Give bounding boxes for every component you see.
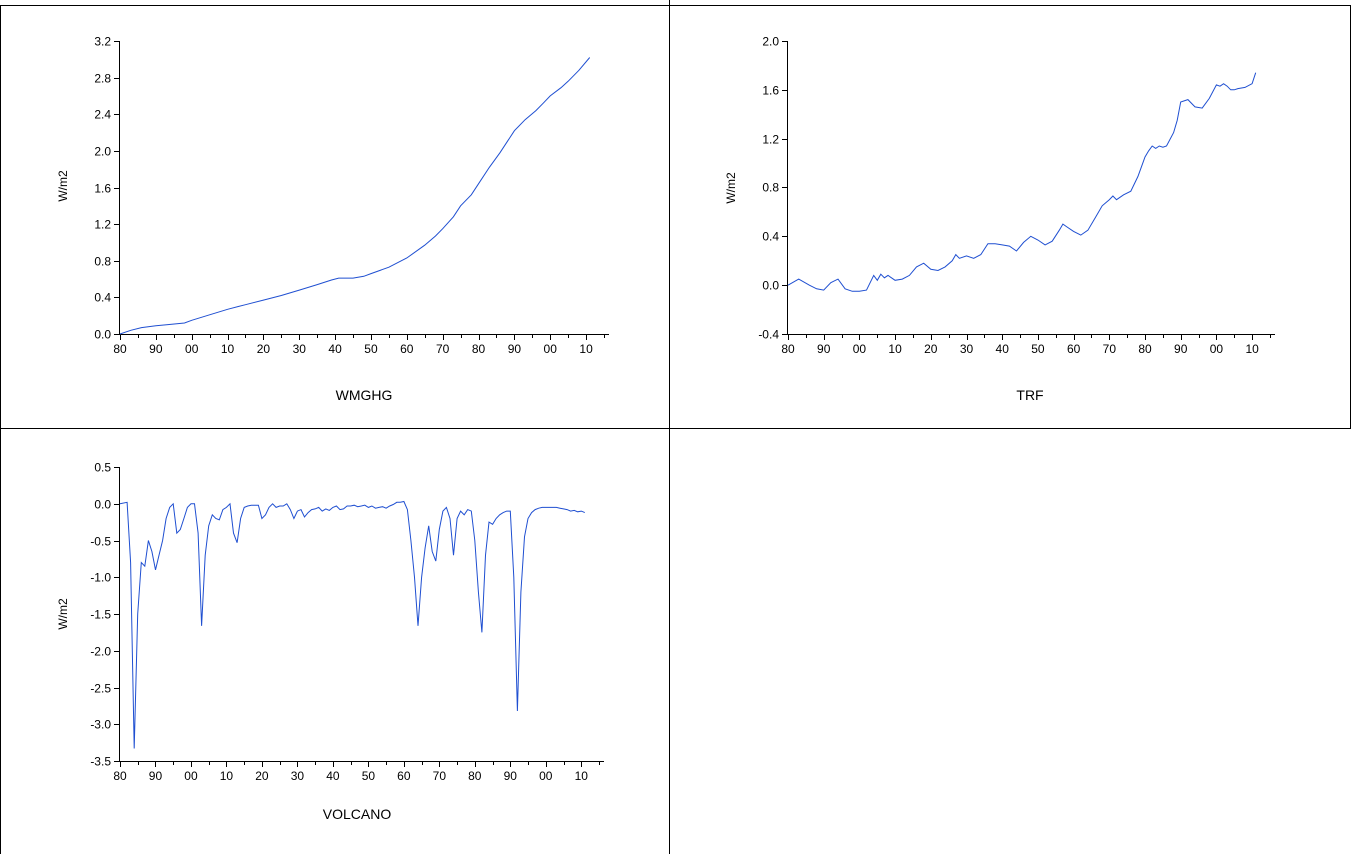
y-tick-label: 2.0 (94, 145, 111, 159)
x-tick-label: 70 (1103, 342, 1117, 356)
x-tick-label: 70 (436, 342, 450, 356)
x-tick-label: 10 (579, 342, 593, 356)
x-tick-label: 60 (400, 342, 414, 356)
x-tick-label: 40 (328, 342, 342, 356)
x-tick-label: 50 (364, 342, 378, 356)
x-tick-label: 10 (221, 342, 235, 356)
y-tick-label: -2.0 (90, 645, 111, 659)
y-tick-label: -1.0 (90, 571, 111, 585)
x-tick-label: 90 (149, 769, 163, 783)
series-line (119, 57, 591, 335)
x-axis: 80 90 00 10 20 30 40 50 60 70 80 90 00 10 (113, 334, 609, 356)
y-tick-label: 1.6 (762, 84, 779, 98)
chart-trf: -0.4 0.0 0.4 0.8 1.2 1.6 2.0 80 90 00 10 20 30 40 50 6… (724, 35, 1275, 403)
x-tick-label: 00 (539, 769, 553, 783)
x-tick-label: 30 (291, 769, 305, 783)
y-tick-label: 0.0 (94, 498, 111, 512)
y-tick-label: 0.5 (94, 461, 111, 475)
x-axis: 80 90 00 10 20 30 40 50 60 70 80 90 00 10 (113, 761, 604, 783)
x-tick-label: 40 (326, 769, 340, 783)
y-tick-label: 2.4 (94, 108, 111, 122)
y-axis: 0.0 0.4 0.8 1.2 1.6 2.0 2.4 2.8 3.2 (94, 35, 120, 342)
x-tick-label: 80 (468, 769, 482, 783)
x-tick-label: 90 (817, 342, 831, 356)
x-tick-label: 30 (960, 342, 974, 356)
x-tick-label: 30 (293, 342, 307, 356)
x-axis: 80 90 00 10 20 30 40 50 60 70 80 90 00 10 (781, 334, 1275, 356)
y-axis-label: W/m2 (56, 598, 70, 630)
x-tick-label: 20 (255, 769, 269, 783)
x-tick-label: 60 (397, 769, 411, 783)
x-tick-label: 10 (888, 342, 902, 356)
y-tick-label: -3.0 (90, 718, 111, 732)
x-tick-label: 00 (544, 342, 558, 356)
x-tick-label: 90 (504, 769, 518, 783)
x-tick-label: 80 (113, 342, 127, 356)
x-tick-label: 10 (1245, 342, 1259, 356)
x-tick-label: 80 (1138, 342, 1152, 356)
x-tick-label: 70 (433, 769, 447, 783)
x-tick-label: 80 (781, 342, 795, 356)
x-tick-label: 10 (575, 769, 589, 783)
y-tick-label: 0.8 (94, 255, 111, 269)
y-axis: 0.5 0.0 -0.5 -1.0 -1.5 -2.0 -2.5 -3.0 -3.5 (90, 461, 120, 769)
y-tick-label: 1.2 (94, 218, 111, 232)
y-tick-label: -0.5 (90, 535, 111, 549)
x-tick-label: 90 (149, 342, 163, 356)
chart-volcano: 0.5 0.0 -0.5 -1.0 -1.5 -2.0 -2.5 -3.0 -3.5 80 90 0… (56, 461, 604, 822)
x-tick-label: 80 (472, 342, 486, 356)
y-tick-label: -3.5 (90, 755, 111, 769)
x-tick-label: 00 (1210, 342, 1224, 356)
y-tick-label: 1.2 (762, 133, 779, 147)
y-tick-label: 3.2 (94, 35, 111, 49)
y-tick-label: 0.8 (762, 181, 779, 195)
x-tick-label: 10 (220, 769, 234, 783)
y-tick-label: 1.6 (94, 182, 111, 196)
x-tick-label: 80 (113, 769, 127, 783)
x-tick-label: 00 (184, 769, 198, 783)
y-tick-label: -0.4 (758, 328, 779, 342)
y-tick-label: 2.8 (94, 72, 111, 86)
chart-wmghg: 0.0 0.4 0.8 1.2 1.6 2.0 2.4 2.8 3.2 80 90 00 10 20 30… (56, 35, 609, 403)
series-line (119, 500, 585, 749)
x-axis-label: WMGHG (336, 387, 393, 403)
y-axis-label: W/m2 (724, 172, 738, 204)
y-tick-label: 0.0 (94, 328, 111, 342)
x-tick-label: 00 (853, 342, 867, 356)
x-tick-label: 60 (1067, 342, 1081, 356)
x-tick-label: 40 (996, 342, 1010, 356)
x-tick-label: 20 (257, 342, 271, 356)
y-axis-label: W/m2 (56, 170, 70, 202)
x-axis-label: TRF (1016, 387, 1043, 403)
y-tick-label: 0.0 (762, 279, 779, 293)
x-tick-label: 20 (924, 342, 938, 356)
y-tick-label: 0.4 (762, 230, 779, 244)
y-tick-label: 2.0 (762, 35, 779, 49)
y-tick-label: -1.5 (90, 608, 111, 622)
x-tick-label: 50 (362, 769, 376, 783)
y-tick-label: 0.4 (94, 291, 111, 305)
x-axis-label: VOLCANO (323, 806, 392, 822)
x-tick-label: 50 (1031, 342, 1045, 356)
y-axis: -0.4 0.0 0.4 0.8 1.2 1.6 2.0 (758, 35, 788, 342)
x-tick-label: 90 (508, 342, 522, 356)
y-tick-label: -2.5 (90, 682, 111, 696)
x-tick-label: 90 (1174, 342, 1188, 356)
x-tick-label: 00 (185, 342, 199, 356)
series-line (787, 72, 1257, 292)
